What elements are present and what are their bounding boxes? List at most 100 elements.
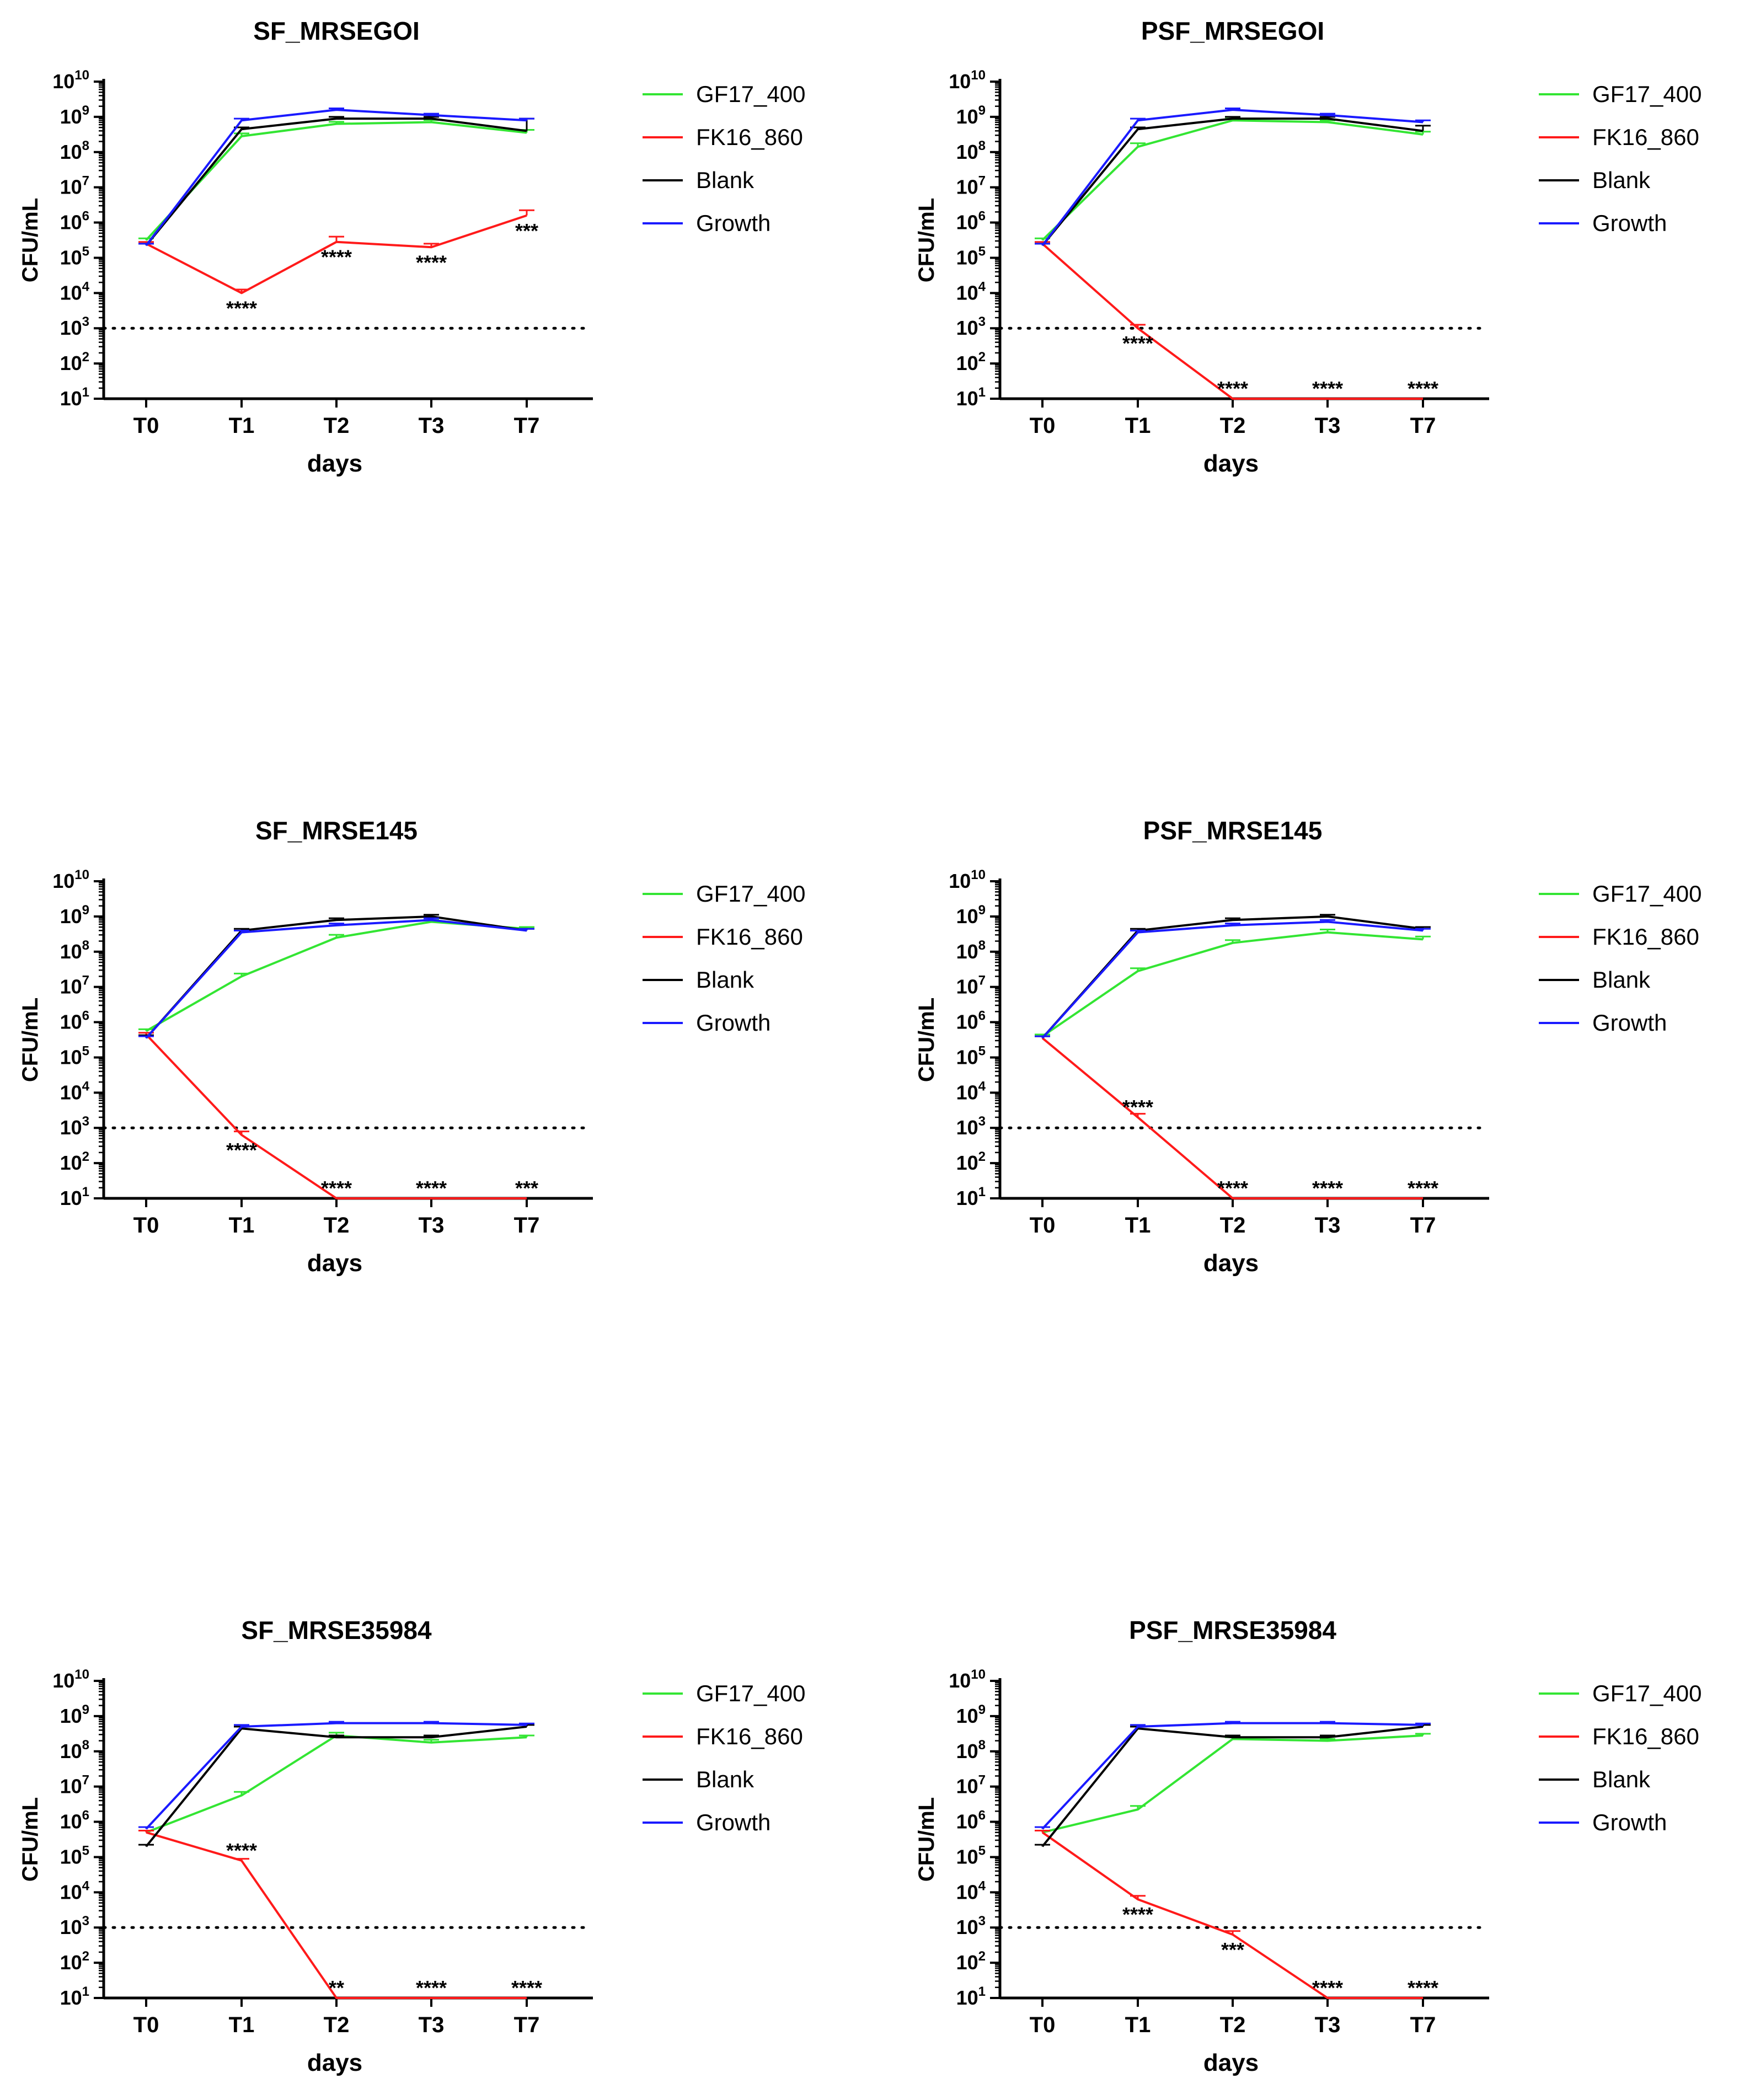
legend-label: GF17_400 <box>696 1680 805 1706</box>
y-tick-label: 106 <box>956 209 986 234</box>
chart-panel: SF_MRSE145 CFU/mL 101 102 103 104 105 106 107 108… <box>18 816 805 1277</box>
y-tick-label: 104 <box>956 1878 986 1903</box>
y-tick-label: 104 <box>956 1079 986 1103</box>
y-tick-label: 109 <box>956 103 986 128</box>
legend-label: Growth <box>696 210 770 236</box>
x-tick-label: T0 <box>1030 1213 1056 1238</box>
x-tick-label: T2 <box>324 2013 350 2037</box>
legend-label: Growth <box>696 1809 770 1835</box>
y-tick-label: 107 <box>60 973 89 998</box>
series-line-Blank <box>145 117 527 247</box>
chart-title: PSF_MRSE145 <box>1143 816 1323 845</box>
legend-label: Growth <box>696 1010 770 1036</box>
legend-label: Blank <box>696 967 755 993</box>
x-tick-label: T1 <box>229 1213 255 1238</box>
series-line-GF17_400 <box>145 121 527 241</box>
y-tick-label: 1010 <box>52 867 89 892</box>
y-tick-label: 1010 <box>52 1667 89 1692</box>
series-line-GF17_400 <box>1041 119 1424 241</box>
significance-label: **** <box>321 246 352 269</box>
significance-label: **** <box>416 1177 447 1199</box>
chart-panel: SF_MRSE35984 CFU/mL 101 102 103 104 105 106 107 1… <box>18 1616 805 2076</box>
y-tick-label: 105 <box>60 244 89 269</box>
series-line-Growth <box>1041 1722 1424 1830</box>
legend-label: FK16_860 <box>1592 924 1699 950</box>
x-tick-label: T3 <box>1315 1213 1341 1238</box>
significance-label: **** <box>1122 1903 1153 1926</box>
significance-label: **** <box>1312 1976 1343 1999</box>
y-tick-label: 109 <box>956 1702 986 1727</box>
y-tick-label: 103 <box>956 1114 986 1139</box>
chart-panel: PSF_MRSE145 CFU/mL 101 102 103 104 105 106 107 10… <box>914 816 1701 1277</box>
x-tick-label: T0 <box>1030 2013 1056 2037</box>
y-tick-label: 108 <box>956 938 986 963</box>
x-axis-label: days <box>307 450 362 477</box>
series-line-Blank <box>1041 117 1424 247</box>
y-tick-label: 107 <box>956 973 986 998</box>
y-tick-label: 102 <box>956 350 986 374</box>
x-tick-label: T7 <box>1410 414 1436 438</box>
x-axis-label: days <box>1203 450 1259 477</box>
y-tick-label: 105 <box>60 1043 89 1068</box>
x-axis-label: days <box>307 1250 362 1277</box>
x-tick-label: T0 <box>133 2013 159 2037</box>
significance-label: **** <box>1312 1177 1343 1199</box>
y-axis-label: CFU/mL <box>18 198 42 282</box>
y-tick-label: 108 <box>60 938 89 963</box>
y-tick-label: 108 <box>956 138 986 163</box>
legend-label: FK16_860 <box>1592 124 1699 150</box>
significance-label: ** <box>329 1976 344 1999</box>
chart-title: PSF_MRSE35984 <box>1129 1616 1336 1644</box>
significance-label: **** <box>1217 1177 1248 1199</box>
y-tick-label: 105 <box>60 1843 89 1868</box>
x-tick-label: T0 <box>133 1213 159 1238</box>
significance-label: *** <box>515 1177 538 1199</box>
y-tick-label: 107 <box>956 1773 986 1798</box>
y-tick-label: 109 <box>956 903 986 928</box>
chart-panel: SF_MRSEGOI CFU/mL 101 102 103 104 105 106 107 108… <box>18 17 805 477</box>
y-tick-label: 1010 <box>949 68 986 93</box>
legend-label: GF17_400 <box>696 81 805 107</box>
x-tick-label: T7 <box>514 1213 540 1238</box>
x-axis-label: days <box>1203 2049 1259 2076</box>
y-tick-label: 106 <box>60 209 89 234</box>
series-line-GF17_400 <box>1042 1734 1424 1834</box>
y-tick-label: 101 <box>956 385 986 410</box>
significance-label: **** <box>226 1139 257 1161</box>
legend-label: FK16_860 <box>1592 1723 1699 1749</box>
y-tick-label: 105 <box>956 244 986 269</box>
y-tick-label: 107 <box>956 174 986 199</box>
y-tick-label: 102 <box>60 350 89 374</box>
y-tick-label: 101 <box>60 1984 89 2009</box>
legend-label: Blank <box>696 167 755 193</box>
legend-label: Blank <box>1592 967 1651 993</box>
x-tick-label: T2 <box>1220 1213 1246 1238</box>
series-line-Growth <box>1041 920 1424 1039</box>
x-tick-label: T3 <box>1315 2013 1341 2037</box>
series-line-Growth <box>145 1722 527 1830</box>
series-line-FK16_860 <box>145 1033 527 1199</box>
x-tick-label: T2 <box>324 1213 350 1238</box>
y-tick-label: 102 <box>60 1149 89 1174</box>
y-tick-label: 1010 <box>52 68 89 93</box>
significance-label: **** <box>1217 377 1248 400</box>
significance-label: **** <box>511 1976 542 1999</box>
significance-label: **** <box>1122 332 1153 355</box>
legend-label: FK16_860 <box>696 1723 803 1749</box>
x-tick-label: T0 <box>1030 414 1056 438</box>
y-axis-label: CFU/mL <box>914 1797 939 1882</box>
legend-label: GF17_400 <box>696 881 805 907</box>
series-line-Blank <box>145 1726 527 1847</box>
series-line-FK16_860 <box>146 1831 527 1999</box>
y-tick-label: 103 <box>956 314 986 339</box>
y-tick-label: 109 <box>60 903 89 928</box>
y-tick-label: 108 <box>60 138 89 163</box>
series-line-FK16_860 <box>1041 243 1423 400</box>
y-tick-label: 108 <box>60 1738 89 1763</box>
x-tick-label: T3 <box>419 1213 445 1238</box>
x-tick-label: T1 <box>1125 414 1151 438</box>
x-tick-label: T2 <box>1220 414 1246 438</box>
significance-label: **** <box>416 251 447 274</box>
x-axis-label: days <box>307 2049 362 2076</box>
x-tick-label: T1 <box>229 414 255 438</box>
